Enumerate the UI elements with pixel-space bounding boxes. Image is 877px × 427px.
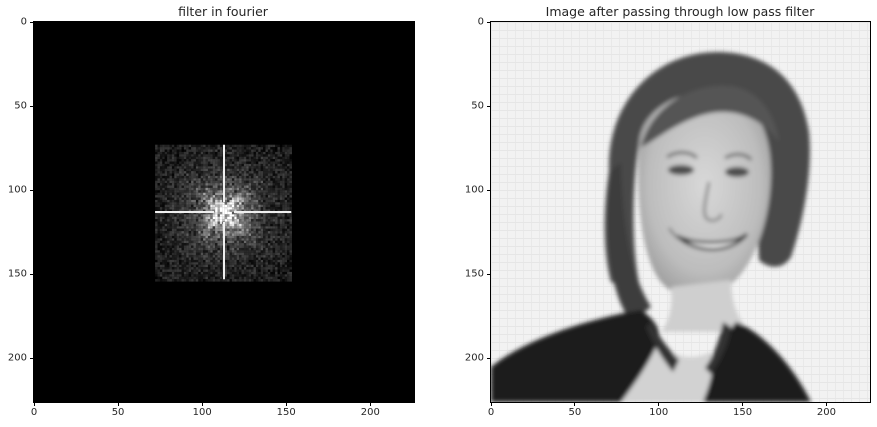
y-tick-mark [487,105,491,107]
x-tick-mark [490,402,492,406]
y-tick-mark [487,273,491,275]
x-tick-mark [117,402,119,406]
x-tick-label: 0 [30,407,38,418]
x-tick-mark [201,402,203,406]
x-tick-label: 50 [111,407,125,418]
chart-title: Image after passing through low pass fil… [545,4,815,19]
y-tick-label: 0 [477,16,484,28]
y-tick-label: 50 [14,100,27,112]
y-tick-label: 150 [7,268,27,280]
x-tick-label: 100 [649,407,669,418]
x-tick-label: 50 [568,407,582,418]
x-tick-mark [742,402,744,406]
x-tick-mark [33,402,35,406]
y-tick-mark [30,21,34,23]
x-tick-label: 150 [733,407,753,418]
y-tick-mark [30,357,34,359]
y-tick-label: 100 [464,184,484,196]
x-tick-mark [574,402,576,406]
x-tick-mark [825,402,827,406]
y-tick-mark [487,357,491,359]
plot-area-fourier [33,21,415,403]
filtered-portrait-image [491,22,870,402]
plot-area-filtered-image [490,21,871,403]
y-tick-label: 0 [20,16,27,28]
x-tick-label: 200 [816,407,836,418]
y-tick-mark [487,21,491,23]
x-tick-label: 100 [192,407,212,418]
x-tick-label: 200 [360,407,380,418]
y-tick-mark [487,189,491,191]
y-tick-label: 150 [464,268,484,280]
x-tick-mark [658,402,660,406]
spectrum-noise [155,144,292,282]
y-tick-mark [30,105,34,107]
y-tick-label: 200 [464,352,484,364]
y-tick-mark [30,189,34,191]
y-tick-label: 200 [7,352,27,364]
y-tick-label: 50 [471,100,484,112]
fourier-spectrum-image [155,144,292,282]
y-tick-label: 100 [7,184,27,196]
x-tick-mark [285,402,287,406]
x-tick-mark [369,402,371,406]
x-tick-label: 0 [487,407,495,418]
x-tick-label: 150 [276,407,296,418]
y-tick-mark [30,273,34,275]
chart-title: filter in fourier [178,4,268,19]
